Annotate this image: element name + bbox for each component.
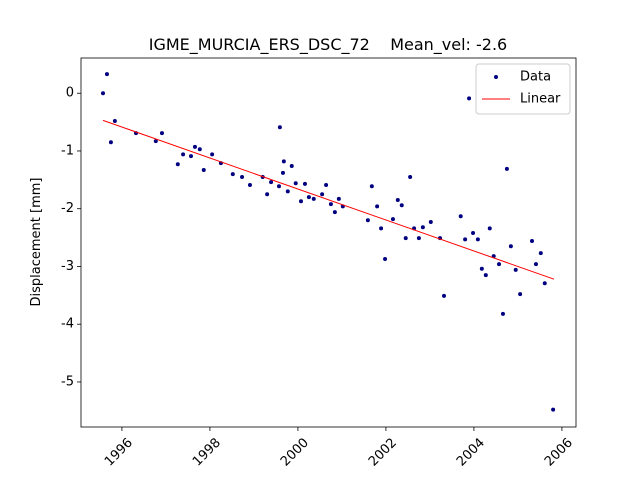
data-point — [189, 154, 193, 159]
data-point — [265, 192, 270, 197]
legend-label: Data — [520, 70, 551, 85]
x-tick-label: 2004 — [454, 435, 488, 469]
data-point — [311, 196, 316, 201]
y-tick-label: -4 — [61, 317, 74, 332]
data-point — [487, 226, 492, 231]
data-point — [269, 180, 274, 185]
y-tick-label: -5 — [61, 374, 74, 389]
data-point — [280, 170, 285, 175]
data-point — [379, 226, 384, 231]
data-point — [416, 236, 421, 241]
data-point — [428, 220, 433, 224]
y-tick-label: -3 — [61, 259, 74, 274]
data-point — [101, 91, 105, 96]
fit-line — [102, 119, 555, 280]
data-point — [197, 147, 202, 152]
data-point — [153, 139, 158, 144]
data-point — [336, 196, 341, 201]
data-point — [442, 293, 446, 298]
data-point — [192, 144, 197, 149]
data-point — [538, 251, 543, 256]
data-point — [513, 267, 518, 272]
data-point — [399, 203, 404, 208]
data-point — [240, 174, 245, 179]
data-point — [390, 217, 395, 222]
data-point — [551, 407, 556, 412]
y-tick-label: -2 — [61, 201, 74, 216]
data-point — [518, 292, 523, 297]
data-point — [281, 159, 286, 164]
data-point — [395, 198, 400, 203]
data-point — [504, 166, 509, 171]
data-point — [467, 96, 472, 101]
data-point — [104, 72, 109, 77]
data-point — [383, 256, 388, 261]
data-point — [285, 189, 290, 194]
x-tick-label: 1996 — [102, 435, 136, 469]
data-point — [328, 202, 333, 207]
data-point — [475, 237, 480, 242]
legend-marker — [494, 75, 498, 79]
data-point — [112, 118, 117, 123]
chart-title: IGME_MURCIA_ERS_DSC_72 Mean_vel: -2.6 — [149, 35, 507, 55]
data-point — [479, 266, 484, 271]
legend-label: Linear — [520, 92, 561, 107]
data-point — [306, 195, 311, 200]
data-point — [302, 181, 307, 186]
data-point — [299, 199, 303, 204]
data-point — [108, 140, 113, 145]
data-point — [369, 184, 374, 189]
data-point — [458, 214, 463, 219]
x-tick-label: 2006 — [542, 435, 576, 469]
data-point — [483, 273, 488, 278]
y-tick-label: -1 — [61, 143, 74, 158]
data-point — [210, 152, 215, 157]
data-point — [332, 210, 337, 215]
legend-box — [475, 63, 571, 115]
data-point — [542, 281, 547, 286]
data-point — [420, 225, 425, 230]
data-point — [289, 163, 294, 168]
data-point — [293, 181, 298, 186]
data-point — [497, 262, 501, 267]
data-point — [463, 237, 468, 242]
data-point — [365, 218, 370, 223]
y-axis-label: Displacement [mm] — [29, 178, 44, 307]
data-point — [533, 262, 538, 267]
data-point — [508, 244, 513, 249]
data-point — [471, 230, 476, 235]
x-tick-label: 1998 — [190, 435, 224, 469]
data-point — [247, 183, 252, 188]
data-point — [230, 172, 235, 177]
data-point — [408, 174, 413, 179]
data-point — [181, 152, 186, 157]
data-point — [320, 192, 325, 197]
data-point — [530, 239, 534, 244]
data-point — [500, 311, 505, 316]
x-tick-label: 2000 — [278, 435, 312, 469]
plot-frame — [80, 57, 577, 428]
data-point — [277, 184, 281, 189]
data-point — [277, 125, 282, 130]
data-point — [403, 236, 408, 241]
y-tick-label: 0 — [66, 86, 74, 101]
data-point — [159, 131, 164, 136]
data-point — [324, 183, 329, 188]
data-point — [375, 204, 380, 209]
x-tick-label: 2002 — [366, 435, 400, 469]
data-point — [201, 168, 206, 173]
data-point — [175, 162, 180, 167]
